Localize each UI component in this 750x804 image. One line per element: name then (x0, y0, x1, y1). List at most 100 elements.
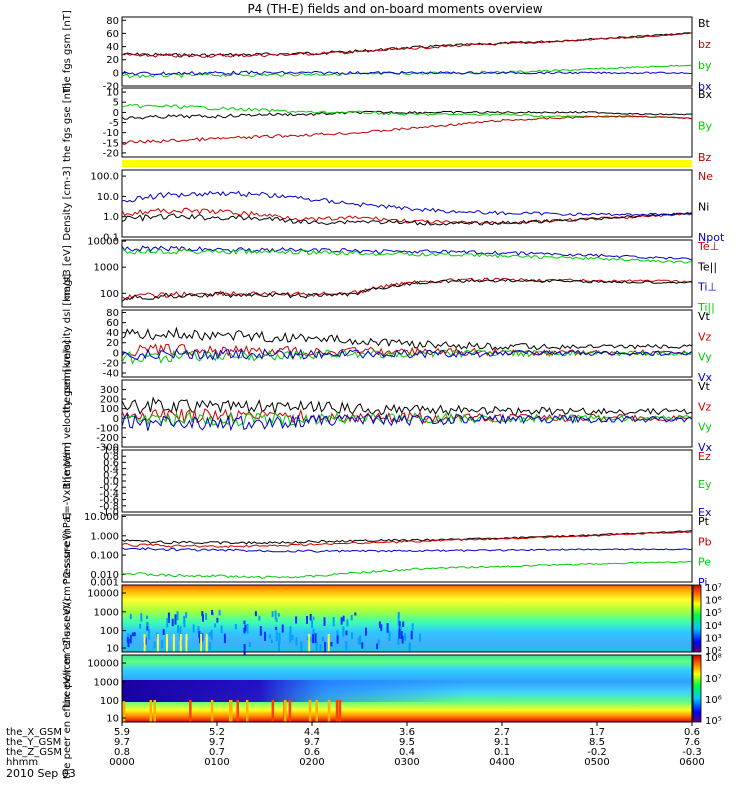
spectrogram-speckle (216, 617, 219, 623)
series-line-Pi (121, 547, 693, 553)
spectrogram-speckle (314, 633, 317, 643)
x-row-value: 0.1 (494, 747, 510, 758)
x-row-value: 0100 (204, 757, 229, 768)
x-row-value: 9.7 (304, 737, 320, 748)
spectrogram-speckle (306, 616, 308, 624)
spectrogram-speckle (132, 632, 134, 637)
x-row-value: 9.7 (209, 737, 225, 748)
spectrogram-speckle (153, 641, 156, 649)
y-tick-label: 200 (100, 395, 119, 406)
panel-frame (121, 169, 693, 238)
spectrogram-spike (153, 700, 156, 722)
spectrogram-spike (308, 634, 311, 652)
colorbar-tick-label: 10² (705, 646, 722, 657)
spectrogram-speckle (397, 638, 400, 645)
spectrogram-dark-band (122, 680, 464, 702)
legend-label: bz (698, 38, 711, 51)
spectrogram-speckle (332, 617, 335, 627)
spectrogram-speckle (126, 636, 129, 643)
spectrogram-speckle (361, 642, 364, 649)
y-tick-label: -300 (96, 443, 119, 454)
spectrogram-speckle (324, 641, 327, 652)
y-tick-label: 10.000 (84, 512, 119, 523)
x-row-value: 9.7 (114, 737, 130, 748)
spectrogram-speckle (161, 640, 164, 648)
panel-1: 80 60 40 20 0 -20 Bt bz by bx the fgs gsm [nT] (62, 10, 712, 93)
x-row-value: 7.6 (684, 737, 700, 748)
y-axis-label: Density [cm-3] (62, 166, 73, 240)
x-row-label: the_Z_GSM (6, 747, 62, 758)
x-row-value: 5.2 (209, 727, 225, 738)
legend-label: By (698, 120, 713, 133)
spectrogram-speckle (365, 627, 367, 636)
y-tick-label: -20 (103, 148, 119, 159)
colorbar-tick-label: 10⁸ (705, 653, 722, 664)
y-tick-label: 0.2 (103, 470, 119, 481)
y-tick-label: 1000 (94, 677, 119, 688)
x-row-value: -0.3 (682, 747, 702, 758)
x-row-value: 0.4 (399, 747, 415, 758)
y-tick-label: -20 (103, 358, 119, 369)
spectrogram-speckle (281, 624, 284, 633)
spectrogram-speckle (258, 615, 261, 621)
legend-label: Pe (698, 556, 711, 569)
spectrogram-speckle (312, 633, 315, 644)
spectrogram-speckle (336, 630, 339, 639)
panel-4: 10000 1000 100 Te⊥ Te|| Ti⊥ Ti|| magt3 [eV] (62, 237, 719, 314)
spectrogram-speckle (259, 626, 262, 636)
spectrogram-speckle (183, 616, 186, 624)
y-tick-label: -0.2 (99, 483, 119, 494)
y-tick-label: -0.4 (99, 489, 119, 500)
spectrogram-speckle (243, 620, 246, 625)
legend-label: Vy (698, 421, 712, 434)
spectrogram-speckle (162, 629, 165, 635)
spectrogram-speckle (201, 611, 204, 617)
y-tick-label: 300 (100, 385, 119, 396)
y-tick-label: 0 (113, 414, 119, 425)
x-row-value: 0.6 (684, 727, 700, 738)
x-row-value: 9.5 (399, 737, 415, 748)
y-tick-label: 0.100 (90, 551, 119, 562)
y-tick-label: 0 (113, 348, 119, 359)
y-tick-label: 80 (106, 308, 119, 319)
y-tick-label: 1.000 (90, 531, 119, 542)
spectrogram-speckle (264, 631, 267, 641)
spectrogram-speckle (269, 634, 271, 639)
legend-label: Te|| (697, 260, 717, 273)
spectrogram-spike (156, 634, 159, 652)
spectrogram-speckle (278, 632, 281, 644)
spectrogram-speckle (419, 633, 421, 642)
legend-label: by (698, 59, 712, 72)
spectrogram-speckle (185, 612, 188, 619)
spectrogram-speckle (201, 633, 204, 642)
y-tick-label: 5 (113, 98, 119, 109)
x-row-value: 3.6 (399, 727, 415, 738)
spectrogram-spike (200, 634, 203, 652)
y-tick-label: -0.8 (99, 501, 119, 512)
series-line-Te⊥ (121, 277, 693, 301)
y-tick-label: 1.0 (103, 446, 119, 457)
y-tick-label: 10.0 (97, 192, 119, 203)
colorbar-tick-label: 10⁶ (705, 596, 722, 607)
legend-label: Ey (698, 478, 712, 491)
y-tick-label: 0.001 (90, 578, 119, 589)
series-line-Vz (121, 343, 693, 357)
colorbar-tick-label: 10⁵ (705, 608, 722, 619)
legend-label: Pi (698, 576, 707, 589)
legend-label: bx (698, 80, 712, 93)
spectrogram-speckle (378, 621, 381, 626)
legend-label: Vx (698, 441, 713, 454)
spectrogram-speckle (346, 619, 349, 627)
spectrogram-speckle (315, 641, 318, 652)
spectrogram-spike (149, 700, 152, 722)
legend-label: Bx (698, 88, 713, 101)
spectrogram-speckle (220, 625, 223, 633)
spectrogram-spike (315, 700, 318, 722)
spectrogram-speckle (319, 644, 322, 651)
spectrogram-speckle (400, 631, 403, 639)
series-line-bx (121, 70, 693, 76)
spectrogram-speckle (345, 641, 348, 651)
series-line-Pt (121, 530, 693, 545)
